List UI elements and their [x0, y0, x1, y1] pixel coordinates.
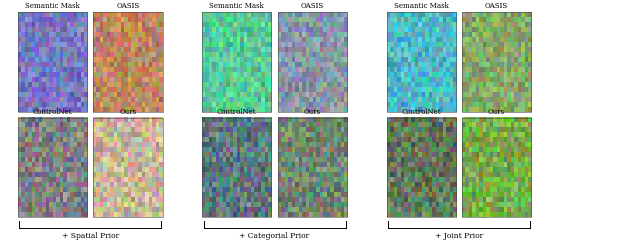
Text: ControlNet: ControlNet — [33, 108, 72, 116]
Bar — [202, 12, 271, 112]
Bar — [202, 118, 271, 217]
Text: OASIS: OASIS — [485, 2, 508, 10]
Text: OASIS: OASIS — [116, 2, 140, 10]
Bar — [462, 118, 531, 217]
Text: + Spatial Prior: + Spatial Prior — [61, 232, 119, 240]
Text: Semantic Mask: Semantic Mask — [209, 2, 264, 10]
Bar — [18, 12, 87, 112]
Text: Ours: Ours — [120, 108, 136, 116]
Bar — [18, 118, 87, 217]
Bar — [387, 12, 456, 112]
Text: ControlNet: ControlNet — [401, 108, 441, 116]
Bar — [93, 118, 163, 217]
Text: OASIS: OASIS — [301, 2, 324, 10]
Text: + Categorial Prior: + Categorial Prior — [239, 232, 310, 240]
Bar — [93, 12, 163, 112]
Bar — [387, 118, 456, 217]
Text: Ours: Ours — [488, 108, 505, 116]
Text: ControlNet: ControlNet — [217, 108, 257, 116]
Text: + Joint Prior: + Joint Prior — [435, 232, 483, 240]
Text: Ours: Ours — [304, 108, 321, 116]
Bar — [278, 12, 347, 112]
Bar — [462, 12, 531, 112]
Text: Semantic Mask: Semantic Mask — [394, 2, 449, 10]
Text: Semantic Mask: Semantic Mask — [25, 2, 80, 10]
Bar — [278, 118, 347, 217]
